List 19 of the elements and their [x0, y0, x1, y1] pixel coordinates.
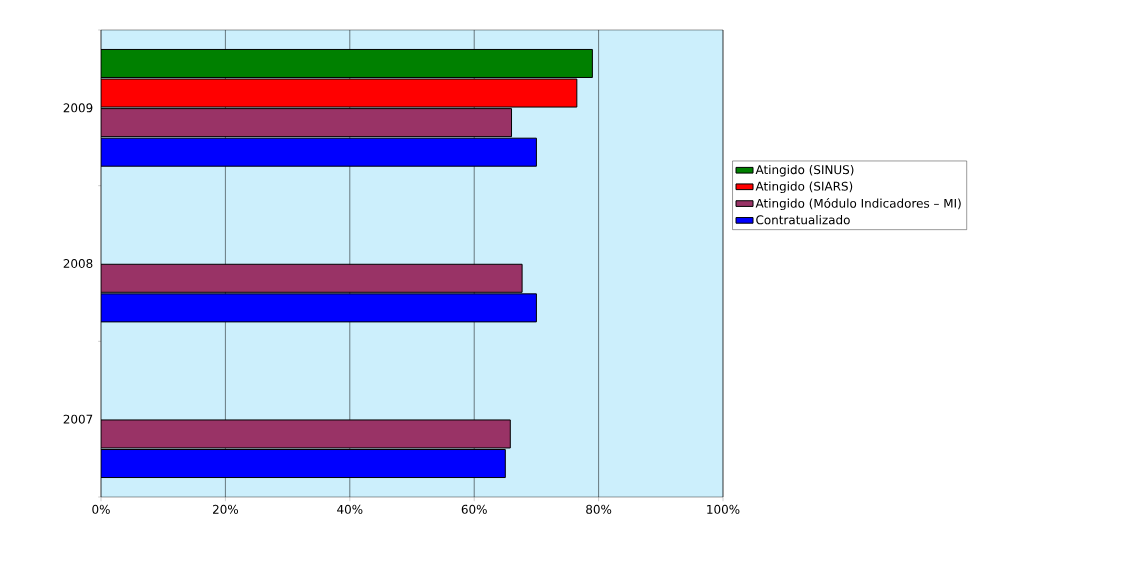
x-tick-label: 100% [707, 504, 740, 514]
legend-label: Atingido (Módulo Indicadores – MI) [755, 198, 961, 211]
legend-label: Atingido (SIARS) [755, 181, 853, 194]
x-tick-label: 80% [586, 504, 612, 514]
x-tick-label: 40% [337, 504, 363, 514]
bar [101, 263, 523, 293]
legend-label: Contratualizado [756, 215, 850, 225]
bar [101, 108, 513, 138]
y-tick-label: 2007 [63, 414, 93, 424]
y-tick-label: 2008 [63, 258, 93, 269]
bar [101, 419, 511, 449]
x-tick-label: 0% [92, 504, 110, 514]
y-tick-label: 2009 [63, 103, 93, 113]
legend-label: Atingido (SINUS) [755, 164, 854, 177]
bar [101, 293, 537, 323]
x-tick-label: 60% [461, 504, 487, 514]
x-tick-label: 20% [212, 504, 239, 514]
bar [101, 137, 537, 167]
bar [101, 449, 506, 479]
